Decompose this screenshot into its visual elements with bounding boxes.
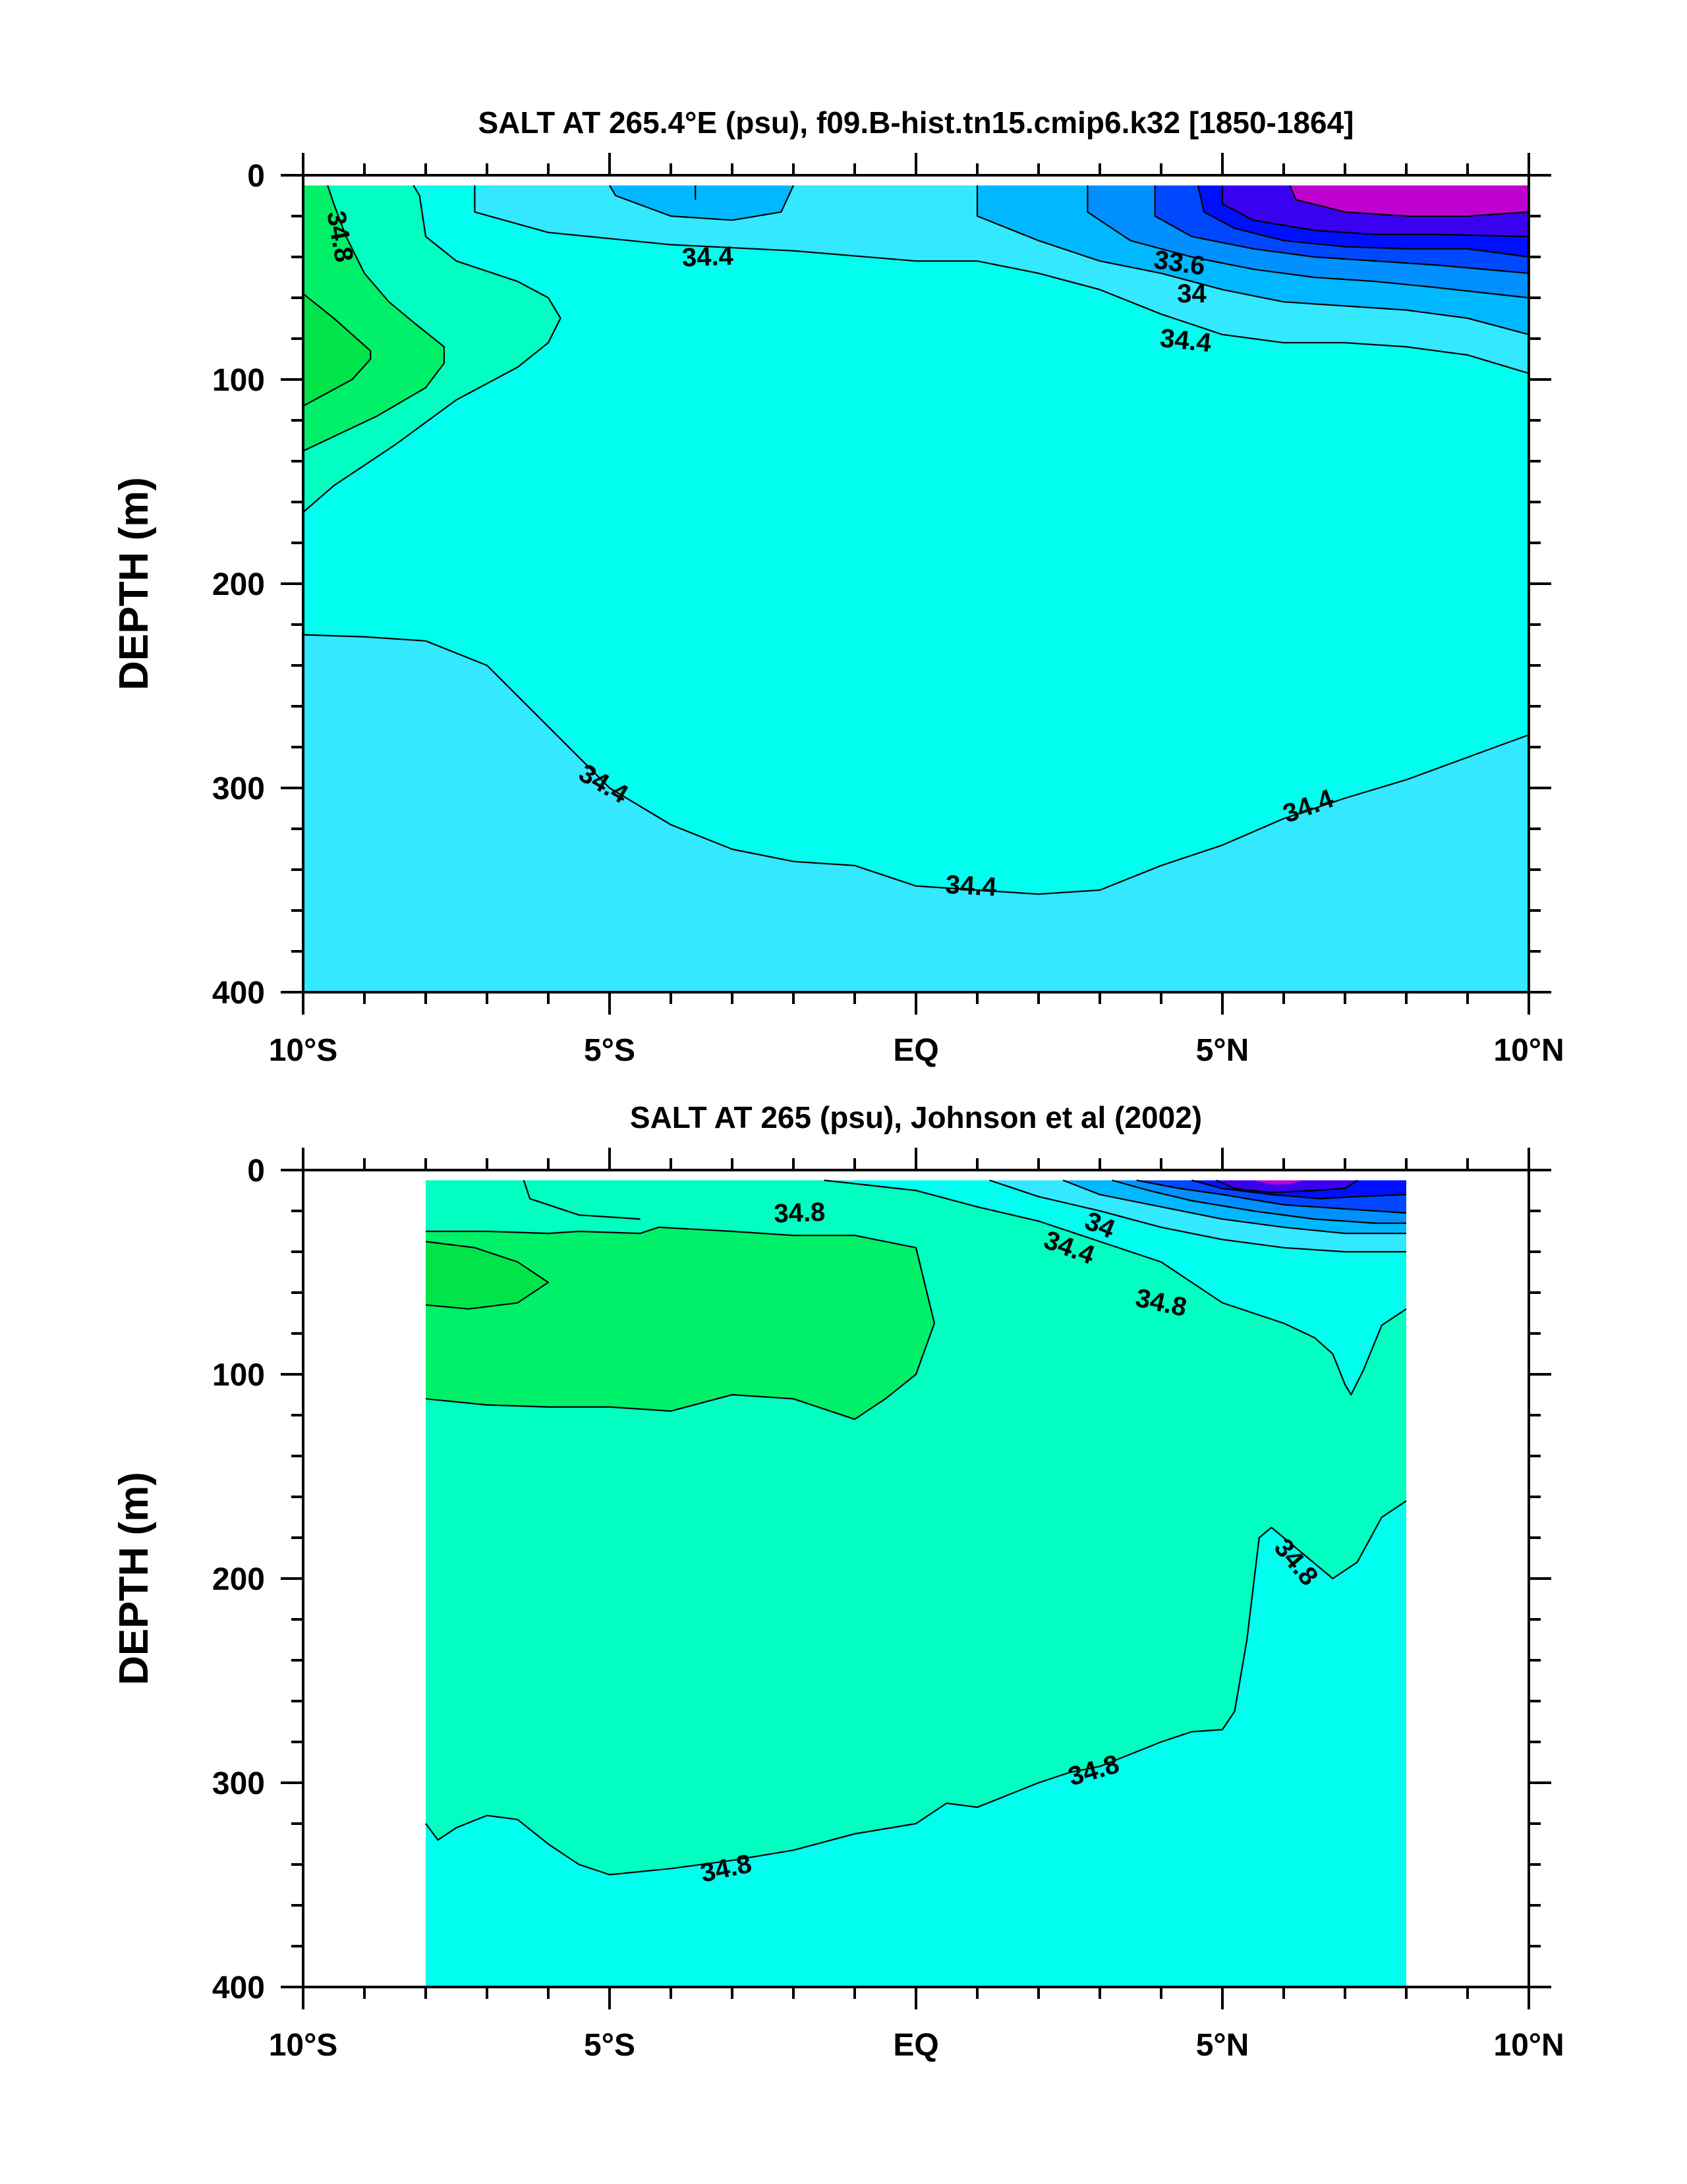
y-tick-label: 200 xyxy=(212,567,265,602)
fill-region xyxy=(1253,1180,1302,1185)
contour-label: 34.4 xyxy=(681,242,734,273)
contour-line xyxy=(609,184,794,221)
x-tick-label: EQ xyxy=(893,2028,938,2063)
contour-line xyxy=(303,634,1529,895)
y-tick-label: 0 xyxy=(247,1154,265,1189)
contour-line xyxy=(1191,1179,1407,1200)
x-tick-label: 10°N xyxy=(1493,2028,1564,2063)
y-tick-label: 200 xyxy=(212,1562,265,1597)
contour-label-text: 34 xyxy=(1177,279,1207,308)
contour-line xyxy=(425,1500,1407,1876)
contour-line xyxy=(1136,1179,1407,1214)
contour-label-text: 34.4 xyxy=(945,870,998,902)
x-tick-label: EQ xyxy=(893,1033,938,1068)
y-tick-label: 300 xyxy=(212,1766,265,1801)
contour-area xyxy=(425,1179,1407,1987)
x-tick-label: 5°S xyxy=(584,1033,635,1068)
contour-line xyxy=(1197,185,1529,258)
panel-title: SALT AT 265 (psu), Johnson et al (2002) xyxy=(630,1100,1202,1134)
contour-line xyxy=(1289,185,1529,217)
panel-observations: SALT AT 265 (psu), Johnson et al (2002) … xyxy=(111,1100,1564,2063)
contour-line xyxy=(1221,185,1529,238)
contour-label: 33.6 xyxy=(1152,245,1207,281)
contour-label: 34.4 xyxy=(1158,323,1213,358)
panel-model: SALT AT 265.4°E (psu), f09.B-hist.tn15.c… xyxy=(111,105,1564,1068)
y-tick-label: 300 xyxy=(212,771,265,806)
fill-region xyxy=(1290,185,1529,216)
contour-line xyxy=(1112,1179,1406,1224)
contour-label: 34 xyxy=(1177,279,1207,308)
contour-label-text: 34.4 xyxy=(1158,323,1213,358)
contour-line xyxy=(425,1241,550,1310)
contour-line xyxy=(303,293,372,407)
contour-line xyxy=(976,185,1529,335)
x-tick-label: 5°N xyxy=(1196,2028,1249,2063)
axes: 10°S 5°S EQ 5°N 10°N 0 100 200 300 400 xyxy=(212,153,1564,1068)
fill-region xyxy=(426,1241,548,1309)
fill-region xyxy=(610,185,793,221)
contour-line xyxy=(474,185,1529,374)
contour-line xyxy=(1154,185,1529,274)
contour-line xyxy=(1216,1179,1358,1194)
axes: 10°S 5°S EQ 5°N 10°N 0 100 200 300 400 xyxy=(212,1148,1564,2063)
contour-label: 34.4 xyxy=(945,870,998,902)
y-tick-label: 100 xyxy=(212,363,265,398)
y-axis-label: DEPTH (m) xyxy=(111,477,157,690)
contour-label-text: 33.6 xyxy=(1152,245,1207,281)
contour-line xyxy=(824,1179,1407,1396)
x-tick-label: 10°S xyxy=(269,1033,338,1068)
contour-label-text: 34.8 xyxy=(774,1198,826,1229)
x-tick-label: 5°N xyxy=(1196,1033,1249,1068)
contour-line xyxy=(1087,185,1529,299)
fill-region xyxy=(426,1501,1406,1987)
panel-title: SALT AT 265.4°E (psu), f09.B-hist.tn15.c… xyxy=(478,105,1354,140)
y-tick-label: 0 xyxy=(247,159,265,194)
x-tick-label: 10°S xyxy=(269,2028,338,2063)
x-tick-label: 5°S xyxy=(584,2028,635,2063)
x-tick-label: 10°N xyxy=(1493,1033,1564,1068)
contour-line xyxy=(425,1226,936,1420)
y-tick-label: 100 xyxy=(212,1358,265,1393)
fill-region xyxy=(303,293,371,406)
contour-label-text: 34.4 xyxy=(681,242,734,273)
y-tick-label: 400 xyxy=(212,1971,265,2005)
fill-region xyxy=(303,634,1529,992)
contour-line xyxy=(303,184,561,513)
contour-line xyxy=(989,1179,1406,1253)
contour-line xyxy=(303,185,445,452)
contour-line xyxy=(523,1180,641,1220)
contour-label: 34.8 xyxy=(774,1198,826,1229)
contour-line xyxy=(1062,1179,1406,1235)
fill-region xyxy=(426,1227,934,1420)
contour-area xyxy=(303,184,1529,992)
y-axis-label: DEPTH (m) xyxy=(111,1472,157,1685)
y-tick-label: 400 xyxy=(212,976,265,1011)
